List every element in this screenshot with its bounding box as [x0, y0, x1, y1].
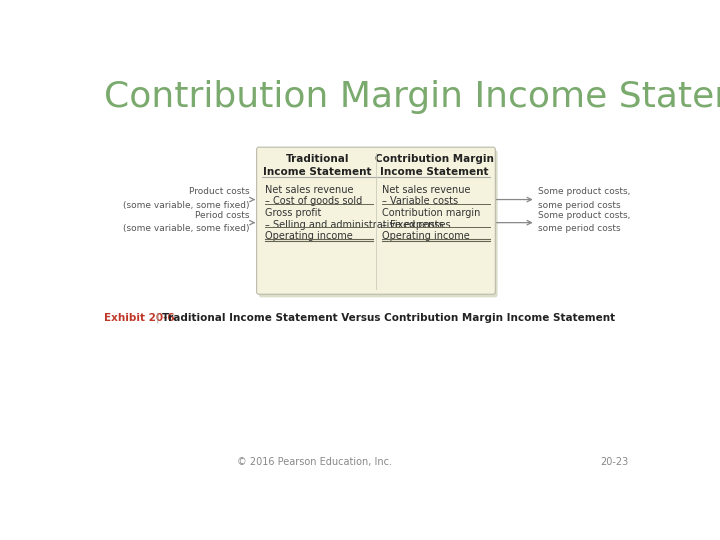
Text: Some product costs,: Some product costs, — [538, 187, 630, 197]
Text: some period costs: some period costs — [538, 201, 621, 210]
Text: (some variable, some fixed): (some variable, some fixed) — [123, 201, 250, 210]
Text: Net sales revenue: Net sales revenue — [265, 185, 354, 195]
Text: 20-23: 20-23 — [600, 457, 629, 467]
Text: Contribution Margin Income Statement: Contribution Margin Income Statement — [104, 80, 720, 114]
Text: Traditional Income Statement Versus Contribution Margin Income Statement: Traditional Income Statement Versus Cont… — [162, 313, 615, 323]
Text: Contribution margin: Contribution margin — [382, 208, 480, 218]
Text: Some product costs,: Some product costs, — [538, 211, 630, 220]
Text: |: | — [156, 313, 160, 323]
FancyBboxPatch shape — [259, 150, 498, 298]
FancyBboxPatch shape — [256, 147, 495, 294]
Text: – Cost of goods sold: – Cost of goods sold — [265, 197, 362, 206]
Text: Period costs: Period costs — [195, 211, 250, 220]
Text: Traditional
Income Statement: Traditional Income Statement — [264, 154, 372, 177]
Text: – Fixed costs: – Fixed costs — [382, 220, 444, 229]
Text: Product costs: Product costs — [189, 187, 250, 197]
Text: Net sales revenue: Net sales revenue — [382, 185, 471, 195]
Text: Operating income: Operating income — [265, 231, 353, 241]
Text: – Selling and administrative expenses: – Selling and administrative expenses — [265, 220, 451, 229]
Text: (some variable, some fixed): (some variable, some fixed) — [123, 224, 250, 233]
Text: some period costs: some period costs — [538, 224, 621, 233]
Text: Exhibit 20-6: Exhibit 20-6 — [104, 313, 174, 323]
Text: Contribution Margin
Income Statement: Contribution Margin Income Statement — [375, 154, 494, 177]
Text: Gross profit: Gross profit — [265, 208, 322, 218]
Text: – Variable costs: – Variable costs — [382, 197, 459, 206]
Text: Operating income: Operating income — [382, 231, 470, 241]
Text: © 2016 Pearson Education, Inc.: © 2016 Pearson Education, Inc. — [238, 457, 392, 467]
